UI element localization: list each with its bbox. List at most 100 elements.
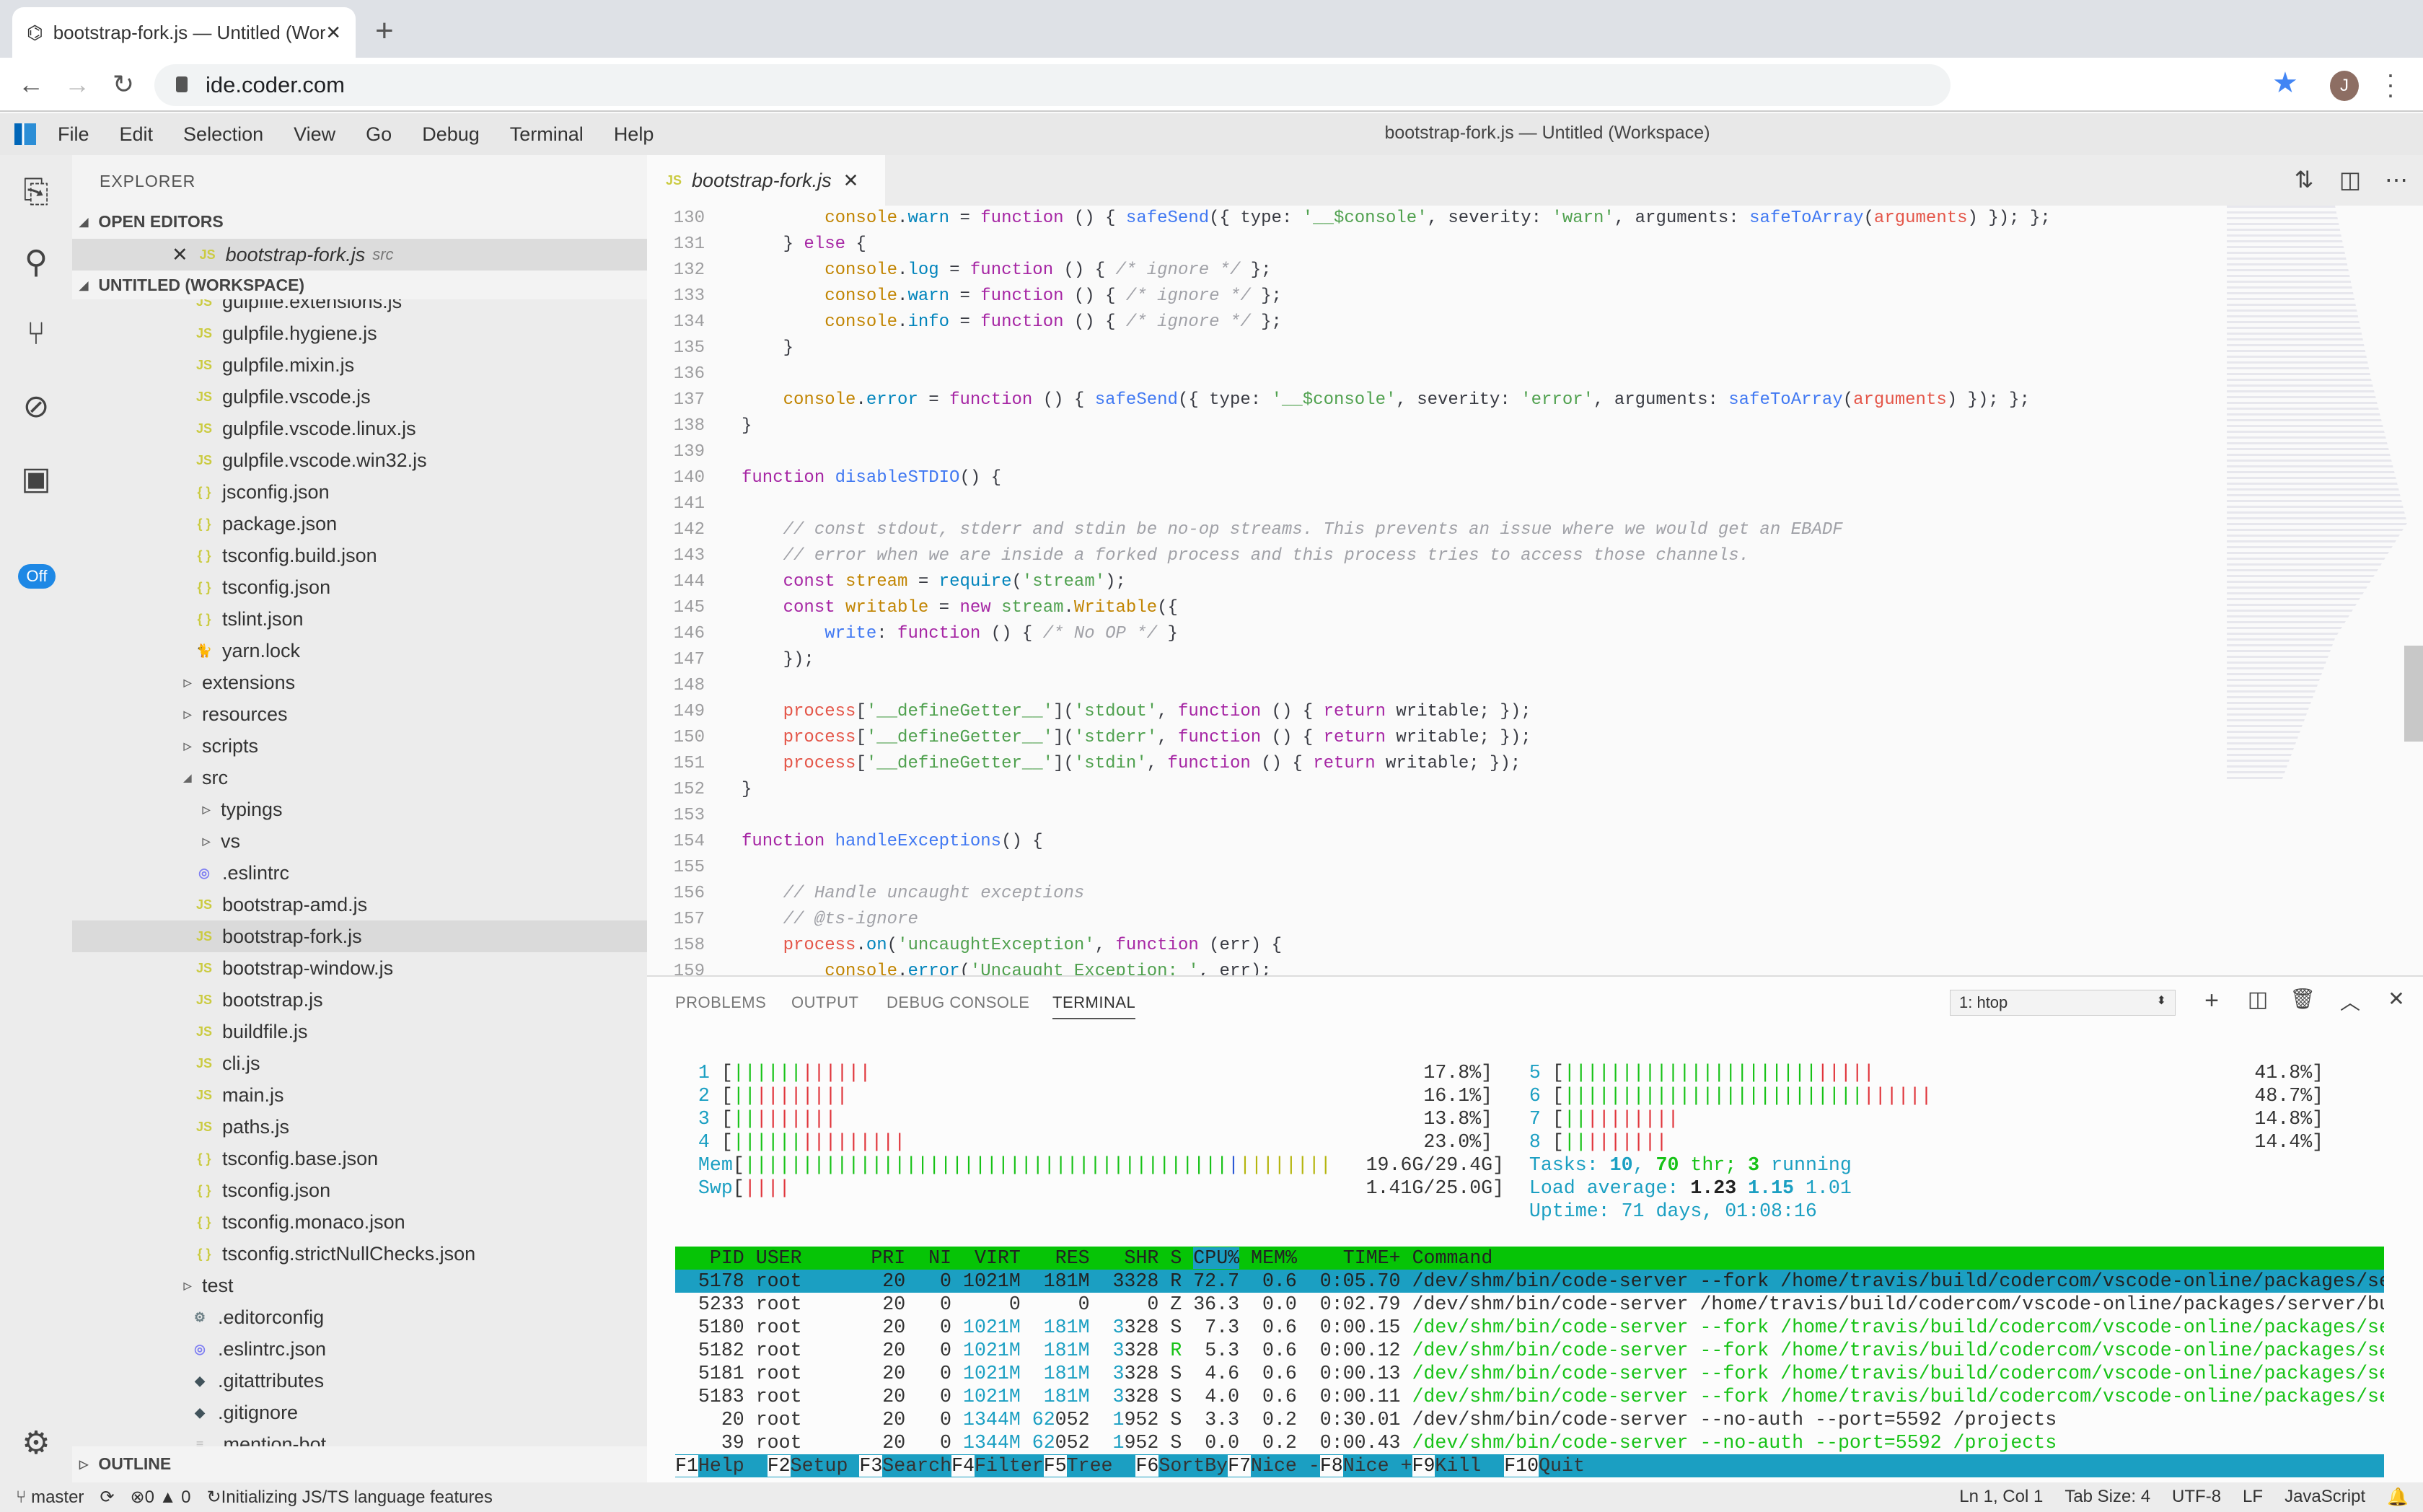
function-key-help[interactable]: F1Help	[675, 1455, 768, 1477]
new-tab-button[interactable]: +	[375, 13, 394, 48]
notifications-bell-icon[interactable]: 🔔	[2387, 1487, 2409, 1507]
menu-go[interactable]: Go	[366, 123, 392, 145]
function-key-setup[interactable]: F2Setup	[767, 1455, 860, 1477]
table-header[interactable]: PID USER PRI NI VIRT RES SHR S CPU% MEM%…	[675, 1247, 2384, 1270]
file-tree-item[interactable]: JS paths.js	[72, 1111, 647, 1143]
function-key-filter[interactable]: F4Filter	[951, 1455, 1044, 1477]
close-tab-icon[interactable]: ✕	[843, 169, 859, 191]
file-tree-item[interactable]: JS bootstrap-fork.js	[72, 920, 647, 952]
code-editor[interactable]: 130 console.warn = function () { safeSen…	[647, 206, 2227, 975]
terminal-select[interactable]: 1: htop ⬍	[1950, 990, 2176, 1016]
outline-header[interactable]: ▷ OUTLINE	[79, 1454, 171, 1474]
function-key-search[interactable]: F3Search	[859, 1455, 951, 1477]
file-tree-item[interactable]: JS cli.js	[72, 1047, 647, 1079]
url-text[interactable]: ide.coder.com	[206, 72, 345, 97]
process-row[interactable]: 5180 root 20 0 1021M 181M 3328 S 7.3 0.6…	[675, 1316, 2384, 1339]
column-header-virt[interactable]: VIRT	[963, 1247, 1021, 1269]
debug-icon[interactable]: ⊘	[22, 389, 50, 424]
tab-output[interactable]: OUTPUT	[791, 993, 859, 1011]
file-tree-item[interactable]: { } tsconfig.base.json	[72, 1143, 647, 1174]
menu-terminal[interactable]: Terminal	[509, 123, 584, 145]
file-tree-item[interactable]: ≡ .mention-bot	[72, 1428, 647, 1447]
menu-edit[interactable]: Edit	[119, 123, 154, 145]
menu-view[interactable]: View	[294, 123, 336, 145]
column-header-pri[interactable]: PRI	[871, 1247, 906, 1269]
file-tree-item[interactable]: ◎ .eslintrc.json	[72, 1333, 647, 1365]
process-row[interactable]: 5233 root 20 0 0 0 0 Z 36.3 0.0 0:02.79 …	[675, 1293, 2384, 1316]
search-icon[interactable]: ⚲	[24, 245, 48, 280]
column-header-shr[interactable]: SHR	[1101, 1247, 1159, 1269]
process-row[interactable]: 39 root 20 0 1344M 62052 1952 S 0.0 0.2 …	[675, 1431, 2384, 1454]
source-control-icon[interactable]: ⑂	[26, 316, 46, 351]
file-tree-item[interactable]: JS gulpfile.vscode.js	[72, 381, 647, 413]
column-header-command[interactable]: Command	[1412, 1247, 1493, 1269]
forward-icon[interactable]: →	[64, 69, 90, 99]
process-row[interactable]: 20 root 20 0 1344M 62052 1952 S 3.3 0.2 …	[675, 1408, 2384, 1431]
function-key-nice[interactable]: F8Nice +	[1319, 1455, 1412, 1477]
tab-debug-console[interactable]: DEBUG CONSOLE	[887, 993, 1030, 1011]
new-terminal-icon[interactable]: +	[2204, 987, 2219, 1014]
files-icon[interactable]: ⎘	[23, 174, 49, 209]
trash-icon[interactable]: 🗑	[2290, 988, 2316, 1010]
more-actions-icon[interactable]: ⋯	[2385, 167, 2408, 193]
file-tree-item[interactable]: { } jsconfig.json	[72, 476, 647, 508]
column-header-mem[interactable]: MEM%	[1251, 1247, 1297, 1269]
open-editor-item[interactable]: ✕ JS bootstrap-fork.js src	[72, 239, 647, 271]
file-tree-item[interactable]: JS buildfile.js	[72, 1016, 647, 1047]
file-tree-item[interactable]: JS gulpfile.vscode.win32.js	[72, 444, 647, 476]
maximize-panel-icon[interactable]: ︿	[2339, 991, 2360, 1014]
file-tree-item[interactable]: ◢ src	[72, 762, 647, 794]
problems-item[interactable]: ⊗0 ▲ 0	[131, 1487, 191, 1508]
file-tree-item[interactable]: JS bootstrap-amd.js	[72, 889, 647, 920]
off-badge[interactable]: Off	[18, 564, 56, 589]
file-tree-item[interactable]: JS gulpfile.mixin.js	[72, 349, 647, 381]
branch-item[interactable]: ⑂ master	[16, 1487, 84, 1508]
browser-menu-icon[interactable]: · · ·	[2386, 59, 2395, 109]
tab-terminal[interactable]: TERMINAL	[1052, 993, 1136, 1019]
file-tree-item[interactable]: ◎ .eslintrc	[72, 857, 647, 889]
file-tree-item[interactable]: JS gulpfile.hygiene.js	[72, 317, 647, 349]
language-mode[interactable]: JavaScript	[2285, 1487, 2366, 1506]
column-header-s[interactable]: S	[1170, 1247, 1182, 1269]
function-key-quit[interactable]: F10Quit	[1504, 1455, 1596, 1477]
process-row[interactable]: 5181 root 20 0 1021M 181M 3328 S 4.6 0.6…	[675, 1362, 2384, 1385]
split-terminal-icon[interactable]: ◫	[2247, 988, 2269, 1011]
file-tree-item[interactable]: JS gulpfile.extensions.js	[72, 299, 647, 317]
extensions-icon[interactable]: ▣	[21, 461, 51, 496]
file-tree-item[interactable]: ◆ .gitattributes	[72, 1365, 647, 1397]
column-header-cpu[interactable]: CPU%	[1193, 1247, 1240, 1269]
function-key-sortby[interactable]: F6SortBy	[1135, 1455, 1228, 1477]
split-editor-icon[interactable]: ◫	[2339, 167, 2362, 193]
process-row[interactable]: 5178 root 20 0 1021M 181M 3328 R 72.7 0.…	[675, 1270, 2384, 1293]
file-tree-item[interactable]: JS gulpfile.vscode.linux.js	[72, 413, 647, 444]
file-tree-item[interactable]: ▷ resources	[72, 698, 647, 730]
column-header-ni[interactable]: NI	[917, 1247, 952, 1269]
eol[interactable]: LF	[2243, 1487, 2264, 1506]
open-changes-icon[interactable]: ⇅	[2294, 167, 2314, 193]
menu-debug[interactable]: Debug	[422, 123, 480, 145]
file-tree-item[interactable]: { } tsconfig.json	[72, 571, 647, 603]
settings-gear-icon[interactable]: ⚙	[22, 1425, 50, 1461]
profile-avatar[interactable]: J	[2330, 71, 2359, 101]
menu-help[interactable]: Help	[613, 123, 654, 145]
file-tree-item[interactable]: ▷ test	[72, 1270, 647, 1301]
column-header-res[interactable]: RES	[1032, 1247, 1090, 1269]
sync-icon[interactable]: ⟳	[100, 1487, 115, 1507]
file-tree-item[interactable]: ▷ scripts	[72, 730, 647, 762]
process-row[interactable]: 5183 root 20 0 1021M 181M 3328 S 4.0 0.6…	[675, 1385, 2384, 1408]
file-tree-item[interactable]: { } tsconfig.monaco.json	[72, 1206, 647, 1238]
back-icon[interactable]: ←	[18, 69, 44, 99]
close-icon[interactable]: ✕	[172, 243, 188, 265]
close-tab-icon[interactable]: ✕	[325, 21, 341, 43]
cursor-position[interactable]: Ln 1, Col 1	[1959, 1487, 2044, 1506]
process-row[interactable]: 5182 root 20 0 1021M 181M 3328 R 5.3 0.6…	[675, 1339, 2384, 1362]
file-tree-item[interactable]: ▷ typings	[72, 794, 647, 825]
function-key-tree[interactable]: F5Tree	[1043, 1455, 1136, 1477]
reload-icon[interactable]: ↻	[112, 69, 135, 99]
function-key-nice[interactable]: F7Nice -	[1228, 1455, 1320, 1477]
browser-tab[interactable]: ⌬ bootstrap-fork.js — Untitled (Workspac…	[12, 7, 356, 58]
file-tree-item[interactable]: 🐈 yarn.lock	[72, 635, 647, 667]
editor-tab[interactable]: JS bootstrap-fork.js ✕	[647, 155, 885, 206]
workspace-header[interactable]: ◢ UNTITLED (WORKSPACE)	[79, 276, 304, 295]
file-tree-item[interactable]: { } tsconfig.json	[72, 1174, 647, 1206]
